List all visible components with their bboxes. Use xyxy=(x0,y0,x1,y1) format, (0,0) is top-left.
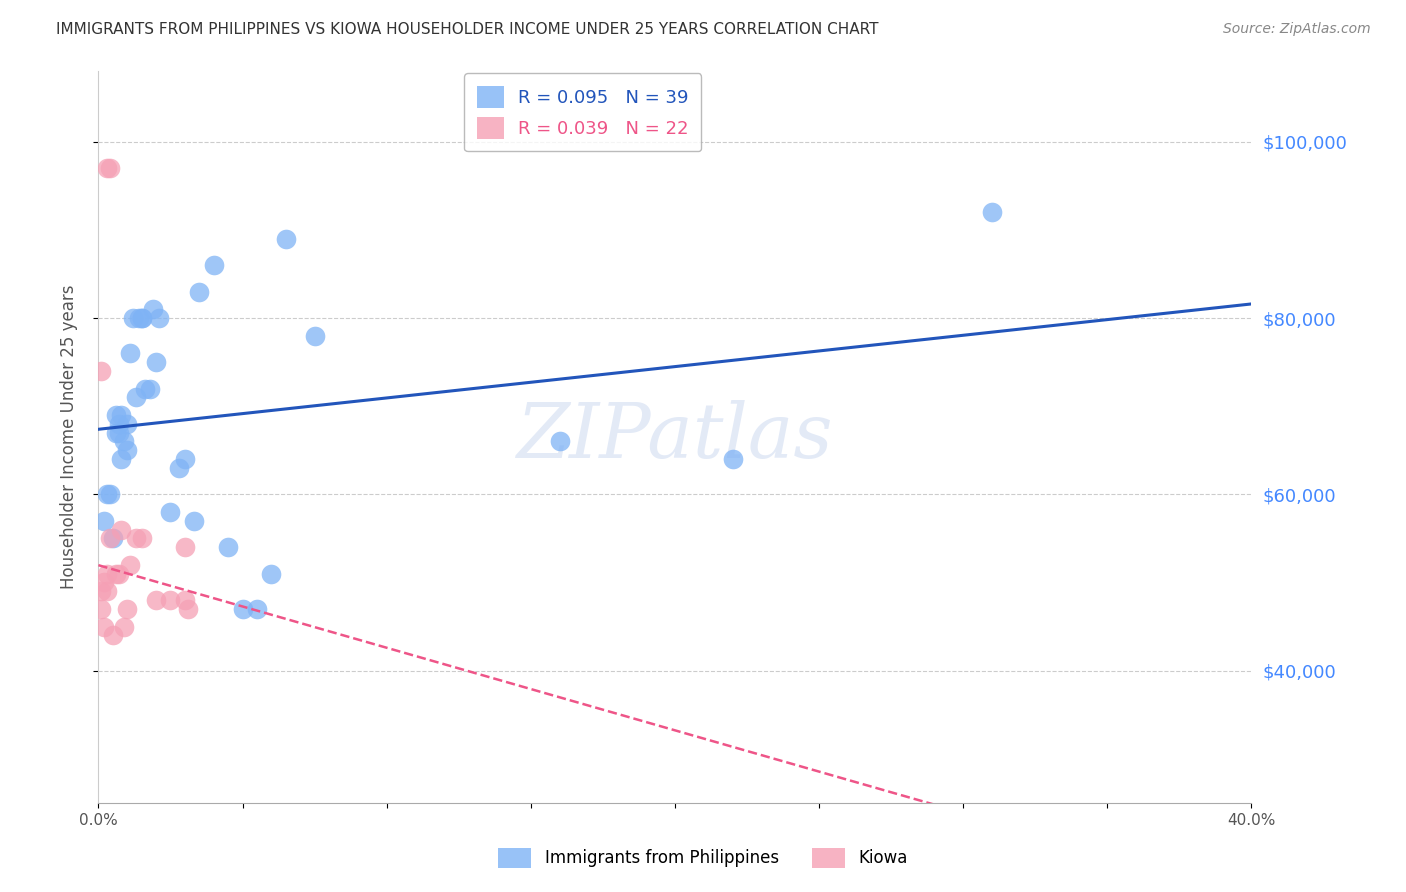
Point xyxy=(167,461,190,475)
Point xyxy=(112,434,135,449)
Point xyxy=(174,452,197,467)
Point xyxy=(110,408,132,422)
Point xyxy=(117,443,139,458)
Text: ZIPatlas: ZIPatlas xyxy=(516,401,834,474)
Point xyxy=(142,302,165,317)
Point xyxy=(304,328,326,343)
Point xyxy=(101,628,124,642)
Text: IMMIGRANTS FROM PHILIPPINES VS KIOWA HOUSEHOLDER INCOME UNDER 25 YEARS CORRELATI: IMMIGRANTS FROM PHILIPPINES VS KIOWA HOU… xyxy=(56,22,879,37)
Point xyxy=(131,532,153,546)
Point xyxy=(104,408,127,422)
Legend: R = 0.095   N = 39, R = 0.039   N = 22: R = 0.095 N = 39, R = 0.039 N = 22 xyxy=(464,73,702,152)
Point xyxy=(721,452,744,467)
Point xyxy=(107,425,129,440)
Point xyxy=(117,602,139,616)
Point xyxy=(90,584,112,599)
Point xyxy=(128,311,150,326)
Point xyxy=(98,161,121,176)
Point xyxy=(107,417,129,431)
Point xyxy=(93,619,115,633)
Point xyxy=(90,602,112,616)
Point xyxy=(101,532,124,546)
Point xyxy=(93,514,115,528)
Point xyxy=(131,311,153,326)
Point xyxy=(183,514,205,528)
Point xyxy=(145,593,167,607)
Point xyxy=(134,382,156,396)
Point xyxy=(139,382,162,396)
Point xyxy=(90,364,112,378)
Point xyxy=(93,575,115,590)
Point xyxy=(981,205,1004,219)
Point xyxy=(104,425,127,440)
Point xyxy=(117,417,139,431)
Point xyxy=(246,602,269,616)
Point xyxy=(96,584,118,599)
Point xyxy=(112,619,135,633)
Point xyxy=(98,487,121,501)
Point xyxy=(260,566,283,581)
Point xyxy=(188,285,211,299)
Point xyxy=(110,452,132,467)
Point xyxy=(274,232,297,246)
Point xyxy=(159,593,181,607)
Point xyxy=(202,258,225,272)
Point xyxy=(174,593,197,607)
Point xyxy=(145,355,167,369)
Point xyxy=(98,532,121,546)
Point xyxy=(125,391,148,405)
Y-axis label: Householder Income Under 25 years: Householder Income Under 25 years xyxy=(59,285,77,590)
Point xyxy=(110,523,132,537)
Point xyxy=(96,161,118,176)
Point xyxy=(159,505,181,519)
Point xyxy=(120,346,142,360)
Point xyxy=(120,558,142,572)
Text: Source: ZipAtlas.com: Source: ZipAtlas.com xyxy=(1223,22,1371,37)
Legend: Immigrants from Philippines, Kiowa: Immigrants from Philippines, Kiowa xyxy=(491,841,915,875)
Point xyxy=(177,602,200,616)
Point xyxy=(217,540,239,554)
Point xyxy=(231,602,254,616)
Point xyxy=(96,566,118,581)
Point xyxy=(148,311,170,326)
Point xyxy=(96,487,118,501)
Point xyxy=(107,566,129,581)
Point xyxy=(131,311,153,326)
Point xyxy=(174,540,197,554)
Point xyxy=(125,532,148,546)
Point xyxy=(548,434,571,449)
Point xyxy=(122,311,145,326)
Point xyxy=(104,566,127,581)
